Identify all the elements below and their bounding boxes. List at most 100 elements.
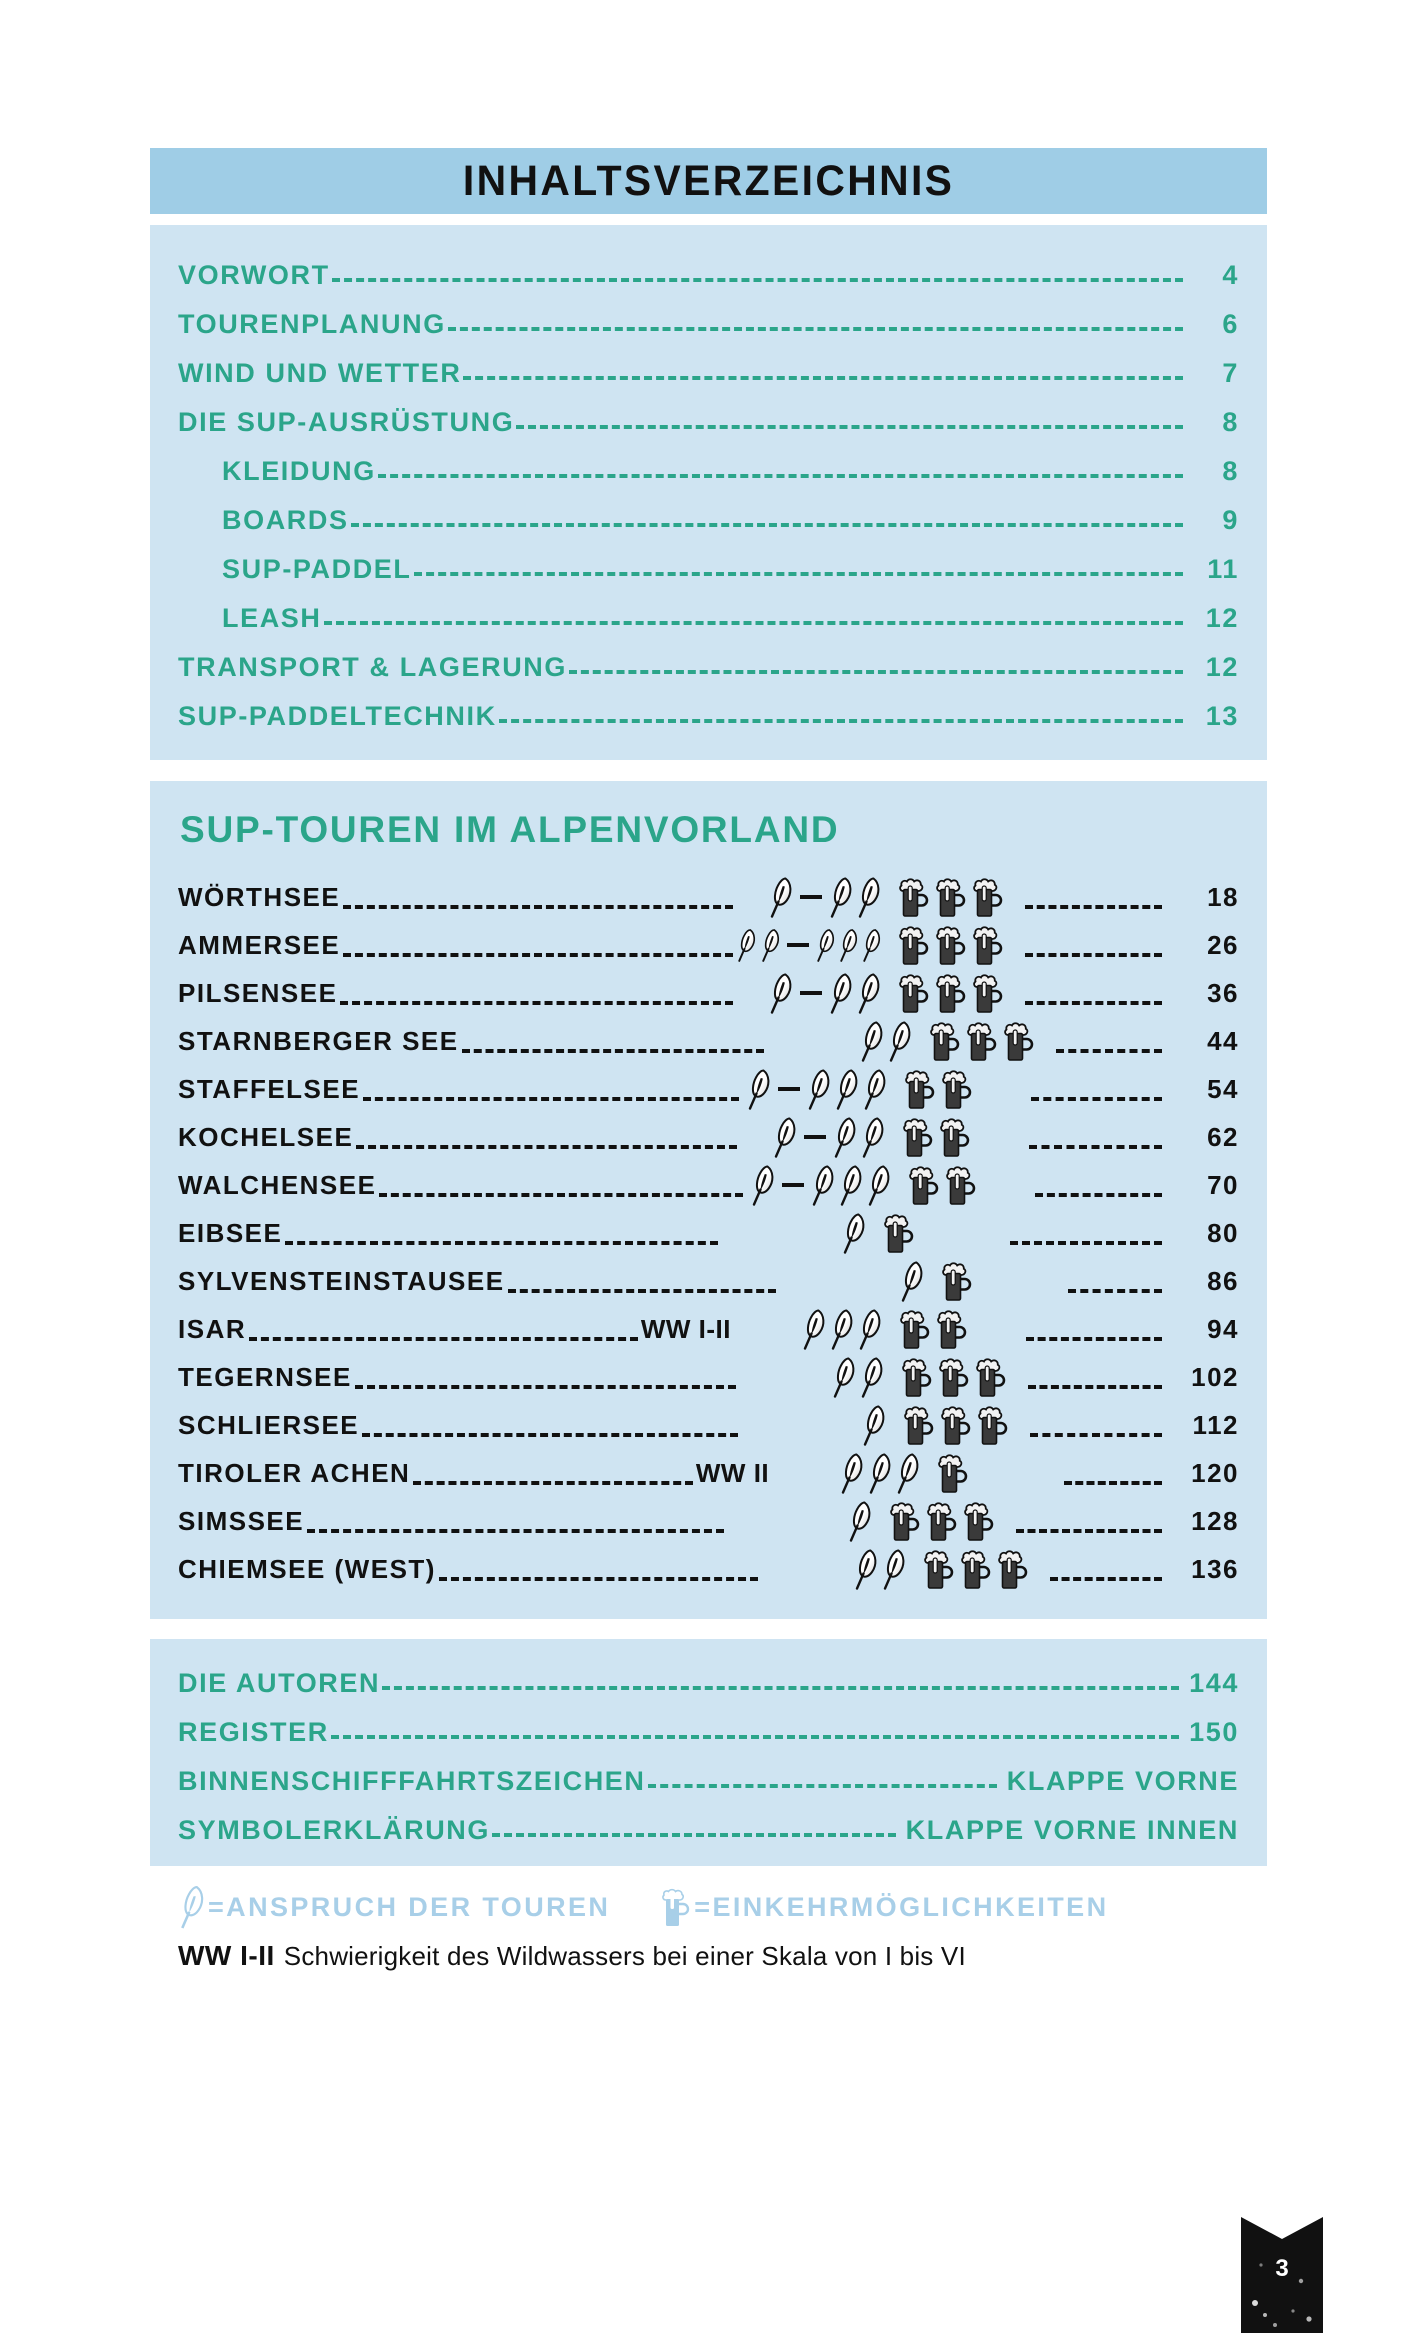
toc-leader-dots [498,698,1184,725]
tour-name: SYLVENSTEINSTAUSEE [178,1265,505,1296]
tour-whitewater-grade: WW II [695,1457,770,1488]
tours-list: WÖRTHSEE 18 AMMERSEE 26 PILSENSEE 36 STARNBERG… [178,873,1239,1593]
toc-entry[interactable]: SYMBOLERKLÄRUNG KLAPPE VORNE INNEN [178,1812,1239,1844]
toc-leader-dots [377,453,1184,480]
tours-panel: SUP-TOUREN IM ALPENVORLAND WÖRTHSEE 18 AMM… [150,781,1267,1619]
range-dash-icon [803,1135,826,1139]
toc-entry[interactable]: DIE SUP-AUSRÜSTUNG 8 [178,404,1239,436]
tour-leader-dots-tail [1050,1556,1162,1582]
tour-whitewater-grade: WW I-II [640,1313,731,1344]
tour-refreshment-mugs [902,1068,1028,1110]
tour-leader-dots-tail [1028,1124,1163,1150]
tour-entry[interactable]: TEGERNSEE 102 [178,1353,1239,1401]
tour-difficulty-paddles [779,1260,925,1302]
toc-entry[interactable]: VORWORT 4 [178,257,1239,289]
tour-page-number: 26 [1207,929,1239,960]
tour-refreshment-mugs [921,1548,1047,1590]
tour-leader-dots [340,980,733,1006]
tour-name: ISAR [178,1313,247,1344]
tour-rating-icons [767,1017,1053,1065]
toc-entry[interactable]: TOURENPLANUNG 6 [178,306,1239,338]
tour-entry[interactable]: PILSENSEE 36 [178,969,1239,1017]
tour-name: WÖRTHSEE [178,881,341,912]
tour-difficulty-paddles [746,1164,892,1206]
tour-name: SCHLIERSEE [178,1409,360,1440]
tour-difficulty-paddles [736,972,882,1014]
tour-entry[interactable]: AMMERSEE 26 [178,921,1239,969]
tour-entry[interactable]: SCHLIERSEE 112 [178,1401,1239,1449]
tour-page-number: 136 [1191,1553,1239,1584]
toc-leader-dots [569,649,1183,676]
tour-name: PILSENSEE [178,977,338,1008]
toc-leader-dots [382,1665,1180,1692]
tour-refreshment-mugs [935,1452,1061,1494]
toc-entry[interactable]: REGISTER 150 [178,1714,1239,1746]
tour-entry[interactable]: EIBSEE 80 [178,1209,1239,1257]
tour-entry[interactable]: STARNBERGER SEE 44 [178,1017,1239,1065]
tour-rating-icons [742,1065,1028,1113]
tour-page-number: 54 [1207,1073,1239,1104]
toc-entry[interactable]: LEASH 12 [178,600,1239,632]
tour-entry[interactable]: KOCHELSEE 62 [178,1113,1239,1161]
toc-leader-dots [647,1763,998,1790]
tour-entry[interactable]: WALCHENSEE 70 [178,1161,1239,1209]
toc-entry[interactable]: DIE AUTOREN 144 [178,1665,1239,1697]
toc-entry-page: 8 [1222,407,1239,437]
toc-entry-page: KLAPPE VORNE INNEN [905,1815,1239,1845]
tour-leader-dots-tail [1034,1172,1163,1198]
tour-rating-icons [746,1161,1032,1209]
range-dash-icon [800,895,823,899]
tour-difficulty-paddles [721,1212,867,1254]
toc-entry[interactable]: TRANSPORT & LAGERUNG 12 [178,649,1239,681]
tour-difficulty-paddles [736,876,882,918]
range-dash-icon [777,1087,800,1091]
tour-refreshment-mugs [899,1356,1025,1398]
legend-ww-description: Schwierigkeit des Wildwassers bei einer … [283,1941,966,1971]
toc-entry[interactable]: BOARDS 9 [178,502,1239,534]
tour-entry[interactable]: CHIEMSEE (WEST) 136 [178,1545,1239,1593]
tour-refreshment-mugs [901,1404,1027,1446]
tour-entry[interactable]: STAFFELSEE 54 [178,1065,1239,1113]
tour-rating-icons [727,1497,1013,1545]
tour-entry[interactable]: SIMSSEE 128 [178,1497,1239,1545]
tour-leader-dots-tail [1016,1508,1162,1534]
tour-entry[interactable]: TIROLER ACHEN WW II 120 [178,1449,1239,1497]
toc-page: INHALTSVERZEICHNIS VORWORT 4 TOURENPLANUNG… [0,148,1417,2333]
toc-leader-dots [323,600,1184,627]
tour-leader-dots-tail [1028,1364,1162,1390]
toc-entry-page: 13 [1205,701,1239,731]
toc-entry-label: BINNENSCHIFFFAHRTSZEICHEN [178,1766,646,1796]
tour-rating-icons [761,1545,1047,1593]
tour-difficulty-paddles [737,1308,883,1350]
tour-page-number: 36 [1207,977,1239,1008]
legend-whitewater-row: WW I-II Schwierigkeit des Wildwassers be… [178,1940,1239,1972]
toc-entry[interactable]: BINNENSCHIFFFAHRTSZEICHEN KLAPPE VORNE [178,1763,1239,1795]
toc-leader-dots [331,257,1184,284]
tour-page-number: 86 [1207,1265,1239,1296]
tour-page-number: 80 [1207,1217,1239,1248]
tour-name: WALCHENSEE [178,1169,377,1200]
tours-section-heading: SUP-TOUREN IM ALPENVORLAND [180,809,840,850]
toc-entry-page: 9 [1222,505,1239,535]
toc-entry-label: SUP-PADDEL [222,554,412,584]
page-number-badge: 3 [1239,2195,1325,2333]
legend: =ANSPRUCH DER TOUREN =EINKEHRMÖGLICHKEIT… [150,1884,1267,1972]
toc-entry[interactable]: KLEIDUNG 8 [178,453,1239,485]
toc-leader-dots [463,355,1183,382]
tour-name: STAFFELSEE [178,1073,361,1104]
toc-entry-label: REGISTER [178,1717,329,1747]
page-title: INHALTSVERZEICHNIS [462,156,955,205]
toc-entry-page: 12 [1205,652,1239,682]
tour-entry[interactable]: WÖRTHSEE 18 [178,873,1239,921]
tour-refreshment-mugs [906,1164,1032,1206]
tour-refreshment-mugs [896,972,1022,1014]
tour-entry[interactable]: SYLVENSTEINSTAUSEE 86 [178,1257,1239,1305]
toc-entry[interactable]: SUP-PADDELTECHNIK 13 [178,698,1239,730]
tour-refreshment-mugs [939,1260,1065,1302]
toc-entry[interactable]: WIND UND WETTER 7 [178,355,1239,387]
tour-difficulty-paddles [740,1116,886,1158]
toc-entry[interactable]: SUP-PADDEL 11 [178,551,1239,583]
tour-refreshment-mugs [896,924,1022,966]
tour-entry[interactable]: ISAR WW I-II 94 [178,1305,1239,1353]
tour-name: STARNBERGER SEE [178,1025,459,1056]
